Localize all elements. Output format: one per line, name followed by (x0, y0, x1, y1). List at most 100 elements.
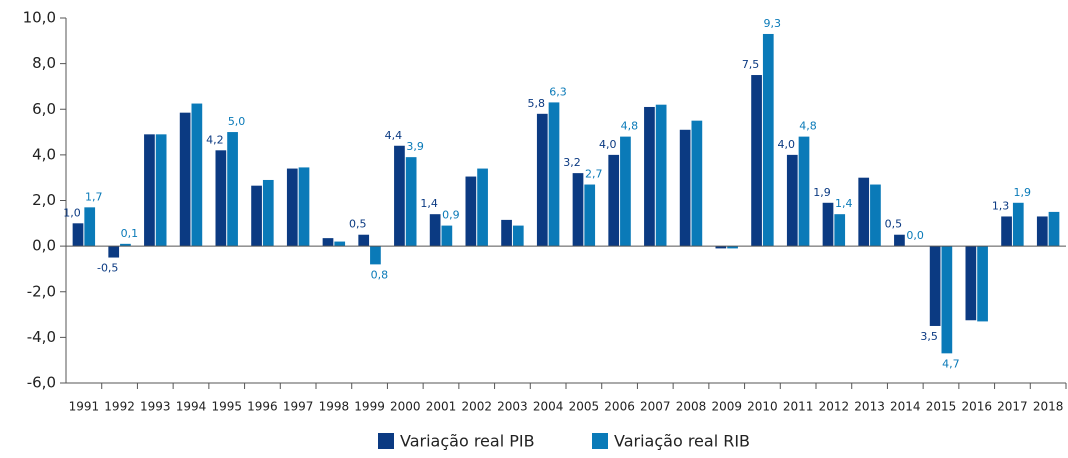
bar (286, 168, 298, 247)
x-tick-label: 2000 (390, 400, 421, 414)
bar (548, 102, 560, 247)
bar (798, 136, 810, 247)
value-label: 6,3 (549, 85, 567, 98)
x-tick-label: 2002 (461, 400, 492, 414)
bar (370, 246, 381, 265)
value-label: 1,4 (835, 197, 853, 210)
value-label: 9,3 (764, 17, 782, 30)
bar (870, 184, 881, 247)
bar (727, 246, 738, 249)
bar (822, 202, 834, 247)
value-label: 1,7 (85, 190, 103, 203)
value-label: 5,0 (228, 115, 246, 128)
x-tick-label: 2015 (926, 400, 957, 414)
value-label: 1,9 (1014, 186, 1032, 199)
bar (691, 120, 703, 247)
value-label: 1,0 (63, 206, 81, 219)
bar (394, 145, 405, 247)
y-tick-label: 2,0 (32, 191, 56, 209)
bar (108, 246, 120, 258)
bar (977, 246, 988, 322)
value-label: 7,5 (742, 58, 760, 71)
x-tick-label: 1996 (247, 400, 278, 414)
x-tick-label: 2010 (747, 400, 778, 414)
bar (155, 134, 167, 247)
value-label: 4,8 (799, 120, 817, 133)
bar (120, 243, 131, 247)
bar (715, 246, 727, 249)
bar (620, 136, 631, 247)
bar (429, 214, 441, 247)
bar (144, 134, 155, 247)
x-tick-label: 1998 (319, 400, 350, 414)
bar (191, 103, 203, 247)
legend-label: Variação real PIB (400, 432, 535, 451)
x-tick-label: 2003 (497, 400, 528, 414)
bar (358, 234, 370, 247)
value-label: 4,8 (621, 120, 639, 133)
bar (72, 223, 84, 247)
bar (1001, 216, 1012, 247)
x-tick-label: 2005 (569, 400, 600, 414)
bar (512, 225, 524, 247)
value-label: 0,1 (121, 227, 139, 240)
value-label: 0,5 (885, 218, 903, 231)
bar (584, 184, 596, 247)
value-label: 5,8 (528, 97, 546, 110)
x-tick-label: 2007 (640, 400, 671, 414)
value-label: 0,9 (442, 209, 460, 222)
bar (834, 214, 846, 247)
x-tick-label: 2004 (533, 400, 564, 414)
bar (655, 104, 667, 247)
bar (572, 173, 584, 247)
bar (84, 207, 96, 247)
x-tick-label: 2013 (854, 400, 885, 414)
x-tick-label: 1997 (283, 400, 314, 414)
y-tick-label: 10,0 (23, 9, 56, 27)
value-label: 1,3 (992, 199, 1010, 212)
value-label: 3,5 (920, 330, 938, 343)
x-tick-label: 1993 (140, 400, 171, 414)
value-label: 4,2 (206, 133, 224, 146)
value-label: 1,9 (813, 186, 831, 199)
legend-swatch (592, 433, 608, 449)
bar (334, 241, 346, 247)
value-label: 4,4 (385, 129, 403, 142)
y-tick-label: 4,0 (32, 145, 56, 163)
bar (1012, 202, 1024, 247)
bar (322, 238, 334, 247)
bar (858, 177, 870, 247)
legend-label: Variação real RIB (614, 432, 750, 451)
value-label: 0,8 (371, 268, 389, 281)
value-label: 1,4 (420, 197, 438, 210)
x-tick-label: 1999 (354, 400, 385, 414)
y-tick-label: 0,0 (32, 237, 56, 255)
bar (179, 112, 191, 247)
x-tick-label: 2001 (426, 400, 457, 414)
value-label: 0,5 (349, 218, 367, 231)
bar (1048, 211, 1060, 247)
bar (941, 246, 953, 354)
x-tick-label: 2008 (676, 400, 707, 414)
x-tick-label: 2014 (890, 400, 921, 414)
value-label: 4,0 (778, 138, 796, 151)
x-tick-label: 2006 (604, 400, 635, 414)
bar (251, 185, 262, 247)
value-label: 4,0 (599, 138, 617, 151)
bar (762, 33, 774, 247)
value-label: 4,7 (942, 357, 960, 370)
x-tick-label: 2012 (819, 400, 850, 414)
x-tick-label: 2018 (1033, 400, 1064, 414)
x-tick-label: 2016 (961, 400, 992, 414)
y-tick-label: -2,0 (27, 282, 56, 300)
bar (965, 246, 977, 321)
bar (405, 157, 417, 247)
bar (1036, 216, 1048, 247)
x-tick-label: 1994 (176, 400, 207, 414)
bar (262, 179, 274, 247)
bar (465, 176, 477, 247)
bar (644, 106, 655, 247)
bar (536, 113, 548, 247)
bar (786, 154, 798, 247)
